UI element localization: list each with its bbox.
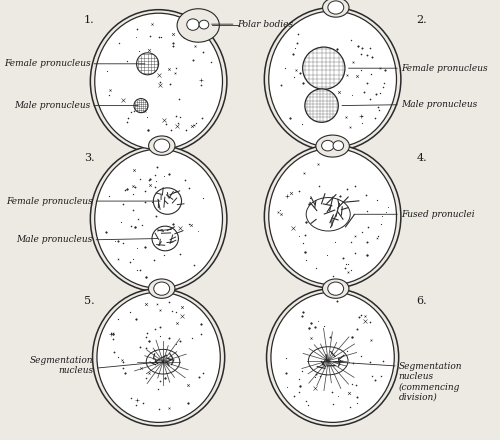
Text: Polar bodies: Polar bodies <box>237 20 293 29</box>
Ellipse shape <box>154 282 170 295</box>
Ellipse shape <box>90 146 227 292</box>
Ellipse shape <box>136 53 158 75</box>
Ellipse shape <box>97 292 220 422</box>
Ellipse shape <box>268 148 396 285</box>
Ellipse shape <box>94 149 222 288</box>
Ellipse shape <box>264 7 401 151</box>
Ellipse shape <box>92 289 224 426</box>
Text: 3.: 3. <box>84 153 94 163</box>
Ellipse shape <box>305 89 338 122</box>
Text: Male pronucleus: Male pronucleus <box>14 101 90 110</box>
Text: 6.: 6. <box>416 296 427 306</box>
Ellipse shape <box>266 289 398 426</box>
Ellipse shape <box>316 135 350 157</box>
Text: 1.: 1. <box>84 15 94 26</box>
Text: Male pronucleus: Male pronucleus <box>401 100 477 109</box>
Text: Segmentation
nucleus: Segmentation nucleus <box>30 356 94 375</box>
Ellipse shape <box>306 198 350 231</box>
Ellipse shape <box>328 282 344 295</box>
Ellipse shape <box>90 10 227 153</box>
Ellipse shape <box>148 136 175 155</box>
Ellipse shape <box>94 13 222 150</box>
Ellipse shape <box>264 145 401 288</box>
Ellipse shape <box>146 349 180 374</box>
Ellipse shape <box>268 11 396 147</box>
Text: Fused pronuclei: Fused pronuclei <box>401 210 474 219</box>
Text: Female pronucleus: Female pronucleus <box>4 59 90 68</box>
Text: 4.: 4. <box>416 153 427 163</box>
Text: Female pronucleus: Female pronucleus <box>401 64 488 73</box>
Ellipse shape <box>271 292 394 422</box>
Text: Female pronucleus: Female pronucleus <box>6 197 92 205</box>
Ellipse shape <box>322 0 349 17</box>
Ellipse shape <box>199 20 209 29</box>
Ellipse shape <box>152 226 178 251</box>
Ellipse shape <box>187 19 199 30</box>
Text: Male pronucleus: Male pronucleus <box>16 235 92 244</box>
Ellipse shape <box>177 9 220 42</box>
Ellipse shape <box>308 347 348 375</box>
Ellipse shape <box>322 140 334 151</box>
Text: 2.: 2. <box>416 15 427 26</box>
Ellipse shape <box>148 279 175 298</box>
Ellipse shape <box>154 188 182 214</box>
Ellipse shape <box>302 47 345 89</box>
Ellipse shape <box>328 1 344 14</box>
Text: 5.: 5. <box>84 296 94 306</box>
Ellipse shape <box>134 99 148 113</box>
Text: Segmentation
nucleus
(commencing
division): Segmentation nucleus (commencing divisio… <box>398 362 462 402</box>
Ellipse shape <box>322 279 349 298</box>
Ellipse shape <box>333 141 344 150</box>
Ellipse shape <box>154 139 170 152</box>
